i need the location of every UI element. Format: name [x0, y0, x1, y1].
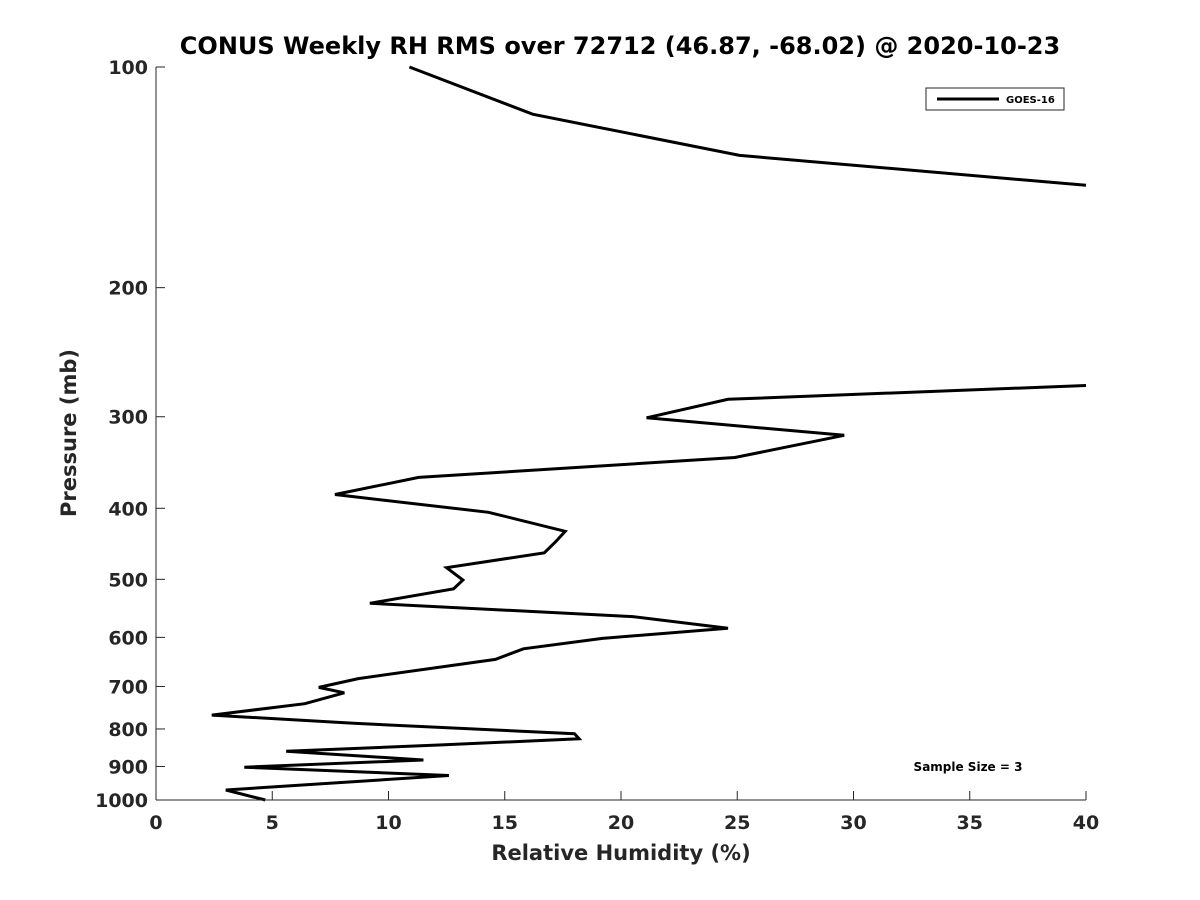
x-tick-label: 0	[149, 812, 162, 834]
x-tick-label: 15	[492, 812, 518, 834]
y-tick-label: 1000	[95, 790, 148, 812]
y-axis-label: Pressure (mb)	[57, 349, 81, 517]
y-tick-label: 700	[108, 676, 148, 698]
x-axis-label: Relative Humidity (%)	[491, 841, 750, 865]
series-line-goes-16	[211, 384, 1087, 802]
series-layer	[211, 65, 1087, 802]
x-tick-label: 40	[1073, 812, 1099, 834]
y-tick-label: 300	[108, 407, 148, 429]
y-ticks: 100 200 300 400 500 600 700 800 900 1000	[95, 57, 165, 812]
y-tick-label: 600	[108, 627, 148, 649]
x-tick-label: 20	[608, 812, 634, 834]
y-tick-label: 500	[108, 569, 148, 591]
x-tick-label: 25	[724, 812, 750, 834]
x-tick-label: 10	[375, 812, 401, 834]
x-tick-label: 35	[957, 812, 983, 834]
sample-size-annotation: Sample Size = 3	[914, 760, 1023, 774]
legend: GOES-16	[925, 87, 1065, 111]
y-tick-label: 100	[108, 57, 148, 79]
x-tick-label: 5	[266, 812, 279, 834]
y-tick-label: 800	[108, 719, 148, 741]
series-line-goes-16	[408, 65, 1087, 187]
x-tick-label: 30	[840, 812, 866, 834]
x-ticks: 0 5 10 15 20 25 30 35 40	[149, 791, 1099, 834]
y-tick-label: 200	[108, 278, 148, 300]
y-tick-label: 400	[108, 498, 148, 520]
legend-entry-goes-16: GOES-16	[1006, 95, 1055, 106]
y-tick-label: 900	[108, 756, 148, 778]
chart-title: CONUS Weekly RH RMS over 72712 (46.87, -…	[180, 32, 1060, 60]
